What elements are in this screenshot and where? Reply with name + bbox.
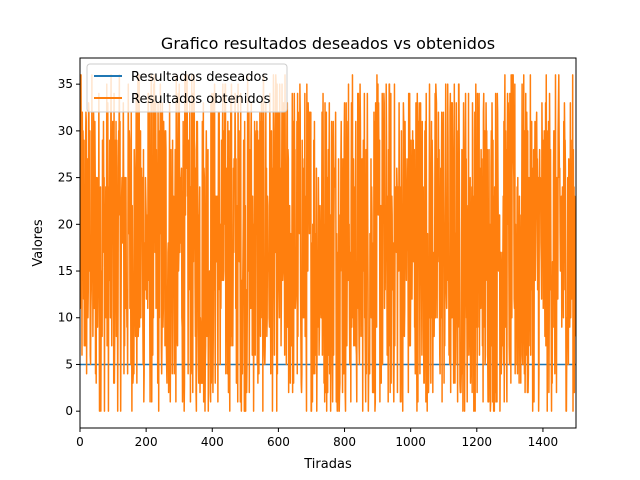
chart-title: Grafico resultados deseados vs obtenidos: [161, 34, 495, 53]
series-layer: [80, 74, 576, 412]
y-tick-label: 20: [58, 217, 73, 231]
legend: Resultados deseados Resultados obtenidos: [86, 63, 288, 113]
x-tick-label: 1200: [462, 435, 493, 449]
legend-label-obtenidos: Resultados obtenidos: [131, 92, 271, 107]
series-line-obtenidos: [80, 74, 576, 412]
x-tick-label: 0: [76, 435, 84, 449]
y-tick-label: 5: [65, 357, 73, 371]
y-tick-label: 30: [58, 124, 73, 138]
y-axis-label: Valores: [31, 219, 46, 266]
y-tick-label: 0: [65, 404, 73, 418]
y-tick-label: 35: [58, 77, 73, 91]
x-tick-label: 800: [333, 435, 356, 449]
x-axis-label: Tiradas: [303, 457, 352, 472]
legend-box: [86, 63, 288, 113]
axes-frame: [79, 57, 577, 429]
x-axis: 0 200 400 600 800 1000 1200 1400: [76, 428, 558, 449]
y-tick-label: 15: [58, 264, 73, 278]
legend-label-deseados: Resultados deseados: [131, 70, 268, 85]
plot-area: [80, 74, 576, 412]
y-axis: 0 5 10 15 20 25 30 35: [58, 77, 80, 418]
y-tick-label: 10: [58, 311, 73, 325]
x-tick-label: 200: [135, 435, 158, 449]
x-tick-label: 1400: [528, 435, 559, 449]
x-tick-label: 400: [201, 435, 224, 449]
x-tick-label: 1000: [395, 435, 426, 449]
y-tick-label: 25: [58, 171, 73, 185]
x-tick-label: 600: [267, 435, 290, 449]
